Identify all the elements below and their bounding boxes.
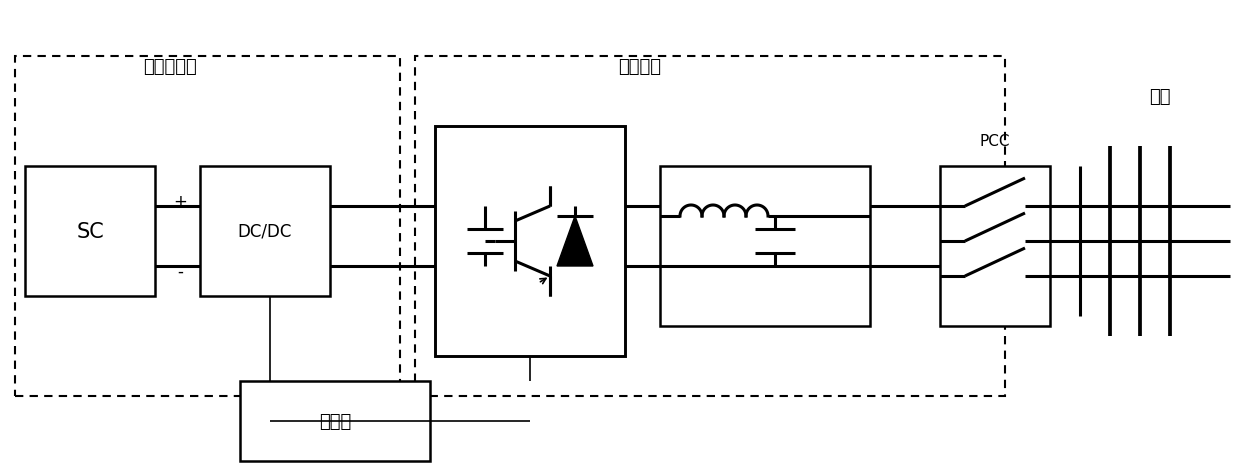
Bar: [25, 167, 155, 297]
Bar: [940, 167, 1050, 327]
Text: DC/DC: DC/DC: [238, 223, 293, 240]
Bar: [200, 167, 330, 297]
Text: 电网: 电网: [1149, 88, 1171, 106]
Bar: [435, 127, 625, 356]
Text: 等效转子: 等效转子: [619, 58, 661, 76]
Bar: [415, 57, 1004, 396]
Bar: [241, 381, 430, 461]
Text: +: +: [174, 193, 187, 210]
Bar: [15, 57, 401, 396]
Text: -: -: [177, 262, 184, 280]
Text: 控制器: 控制器: [319, 412, 351, 430]
Text: PCC: PCC: [980, 134, 1011, 149]
Text: SC: SC: [76, 221, 104, 241]
Bar: [660, 167, 870, 327]
Polygon shape: [557, 217, 593, 267]
Text: 超级电容器: 超级电容器: [143, 58, 197, 76]
